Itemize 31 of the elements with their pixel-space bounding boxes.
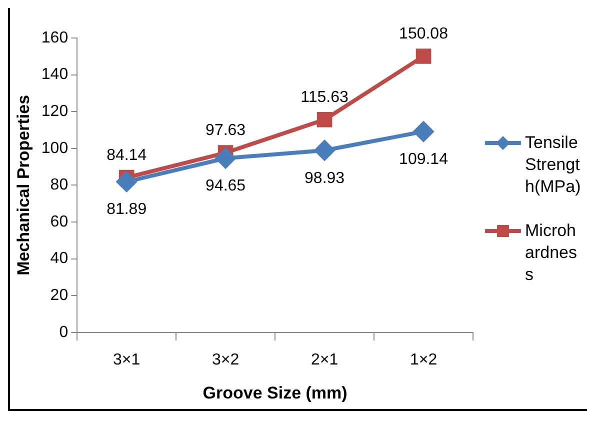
data-label: 84.14: [106, 146, 147, 164]
x-tick-label: 3×2: [212, 351, 240, 368]
data-label: 150.08: [399, 26, 448, 43]
x-tick-label: 3×1: [113, 351, 140, 368]
point: [316, 112, 332, 128]
y-tick-label: 40: [50, 250, 68, 268]
data-label: 94.65: [206, 178, 246, 195]
legend-label: Microhardness: [525, 220, 578, 286]
y-axis-title: Mechanical Properties: [14, 94, 33, 276]
y-tick-label: 20: [50, 287, 68, 304]
point: [414, 122, 434, 142]
x-tick-label: 2×1: [310, 351, 338, 368]
point: [314, 140, 335, 160]
data-label: 109.14: [399, 150, 448, 168]
y-tick-label: 120: [41, 103, 68, 120]
data-label: 98.93: [304, 170, 345, 187]
data-label: 97.63: [206, 122, 246, 140]
legend-label: Tensile Strength(MPa): [525, 132, 582, 198]
point: [216, 148, 236, 168]
data-label: 81.89: [106, 201, 147, 218]
point: [116, 172, 137, 192]
x-tick-label: 1×2: [410, 351, 438, 368]
y-tick-label: 80: [50, 176, 68, 194]
y-tick-label: 100: [41, 140, 68, 157]
x-axis-title: Groove Size (mm): [202, 383, 348, 402]
y-tick-label: 160: [41, 29, 68, 46]
point: [416, 48, 432, 64]
y-tick-label: 140: [41, 66, 68, 84]
y-tick-label: 0: [59, 324, 68, 341]
y-tick-label: 60: [50, 213, 68, 230]
data-label: 115.63: [300, 89, 349, 106]
